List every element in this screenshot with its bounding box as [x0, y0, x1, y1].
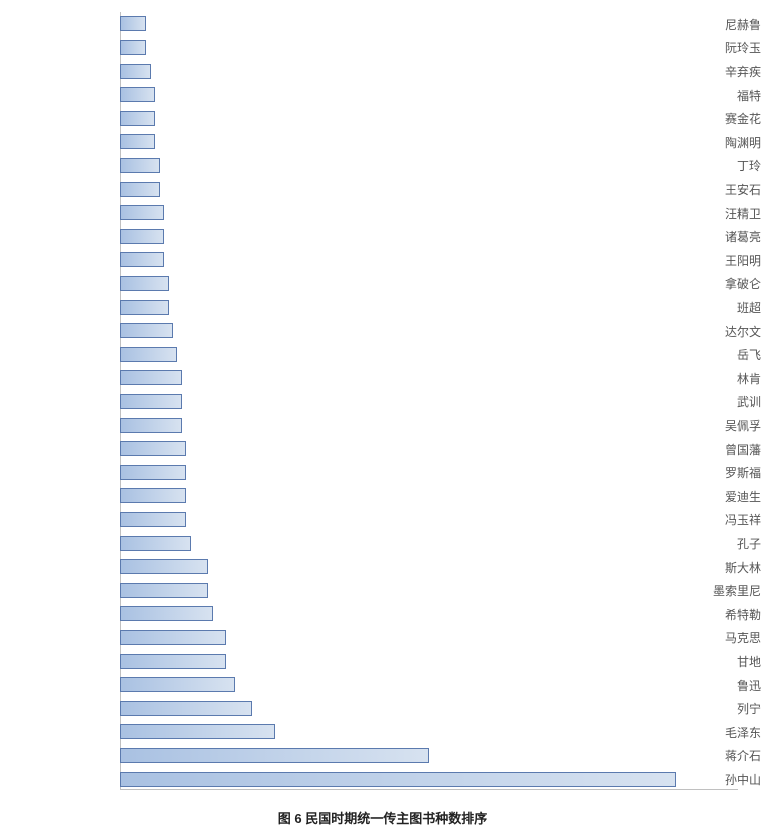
y-axis-label: 马克思	[647, 629, 761, 646]
bar	[120, 441, 186, 456]
bar	[120, 134, 155, 149]
bar	[120, 300, 169, 315]
bar	[120, 536, 191, 551]
bar	[120, 252, 164, 267]
y-axis-label: 岳飞	[647, 346, 761, 363]
bar	[120, 512, 186, 527]
y-axis-label: 曾国藩	[647, 441, 761, 458]
y-axis-label: 达尔文	[647, 323, 761, 340]
y-axis-label: 鲁迅	[647, 677, 761, 694]
y-axis-label: 罗斯福	[647, 464, 761, 481]
y-axis-label: 汪精卫	[647, 205, 761, 222]
y-axis-label: 孔子	[647, 535, 761, 552]
y-axis-label: 拿破仑	[647, 275, 761, 292]
bar	[120, 229, 164, 244]
bar	[120, 559, 208, 574]
y-axis-label: 王安石	[647, 181, 761, 198]
bar	[120, 724, 275, 739]
bar	[120, 205, 164, 220]
bar	[120, 16, 146, 31]
bar	[120, 370, 182, 385]
bar	[120, 772, 676, 787]
y-axis-label: 阮玲玉	[647, 39, 761, 56]
y-axis-label: 丁玲	[647, 157, 761, 174]
y-axis-label: 赛金花	[647, 110, 761, 127]
y-axis-label: 尼赫鲁	[647, 16, 761, 33]
y-axis-label: 陶渊明	[647, 134, 761, 151]
bar	[120, 677, 235, 692]
bar	[120, 182, 160, 197]
y-axis-label: 冯玉祥	[647, 511, 761, 528]
bar	[120, 276, 169, 291]
bar	[120, 606, 213, 621]
y-axis-label: 希特勒	[647, 606, 761, 623]
chart-caption: 图 6 民国时期统一传主图书种数排序	[0, 808, 765, 827]
plot-area	[120, 12, 738, 790]
caption-text: 图 6 民国时期统一传主图书种数排序	[278, 811, 487, 826]
bar	[120, 748, 429, 763]
y-axis-label: 蒋介石	[647, 747, 761, 764]
y-axis-label: 班超	[647, 299, 761, 316]
bar	[120, 488, 186, 503]
bar	[120, 323, 173, 338]
bar	[120, 418, 182, 433]
bar	[120, 394, 182, 409]
y-axis-label: 甘地	[647, 653, 761, 670]
y-axis-label: 林肯	[647, 370, 761, 387]
y-axis-label: 墨索里尼	[647, 582, 761, 599]
y-axis-label: 王阳明	[647, 252, 761, 269]
bar	[120, 40, 146, 55]
bar	[120, 630, 226, 645]
y-axis-label: 吴佩孚	[647, 417, 761, 434]
bar	[120, 111, 155, 126]
bar	[120, 583, 208, 598]
bar	[120, 87, 155, 102]
bar	[120, 158, 160, 173]
bar	[120, 701, 252, 716]
y-axis-label: 诸葛亮	[647, 228, 761, 245]
bar-chart: 尼赫鲁阮玲玉辛弃疾福特赛金花陶渊明丁玲王安石汪精卫诸葛亮王阳明拿破仑班超达尔文岳…	[0, 0, 765, 834]
y-axis-label: 列宁	[647, 700, 761, 717]
y-axis-label: 爱迪生	[647, 488, 761, 505]
y-axis-label: 福特	[647, 87, 761, 104]
bar	[120, 654, 226, 669]
y-axis-label: 毛泽东	[647, 724, 761, 741]
bar	[120, 347, 177, 362]
bar	[120, 465, 186, 480]
bar	[120, 64, 151, 79]
y-axis-label: 斯大林	[647, 559, 761, 576]
y-axis-label: 辛弃疾	[647, 63, 761, 80]
y-axis-label: 武训	[647, 393, 761, 410]
